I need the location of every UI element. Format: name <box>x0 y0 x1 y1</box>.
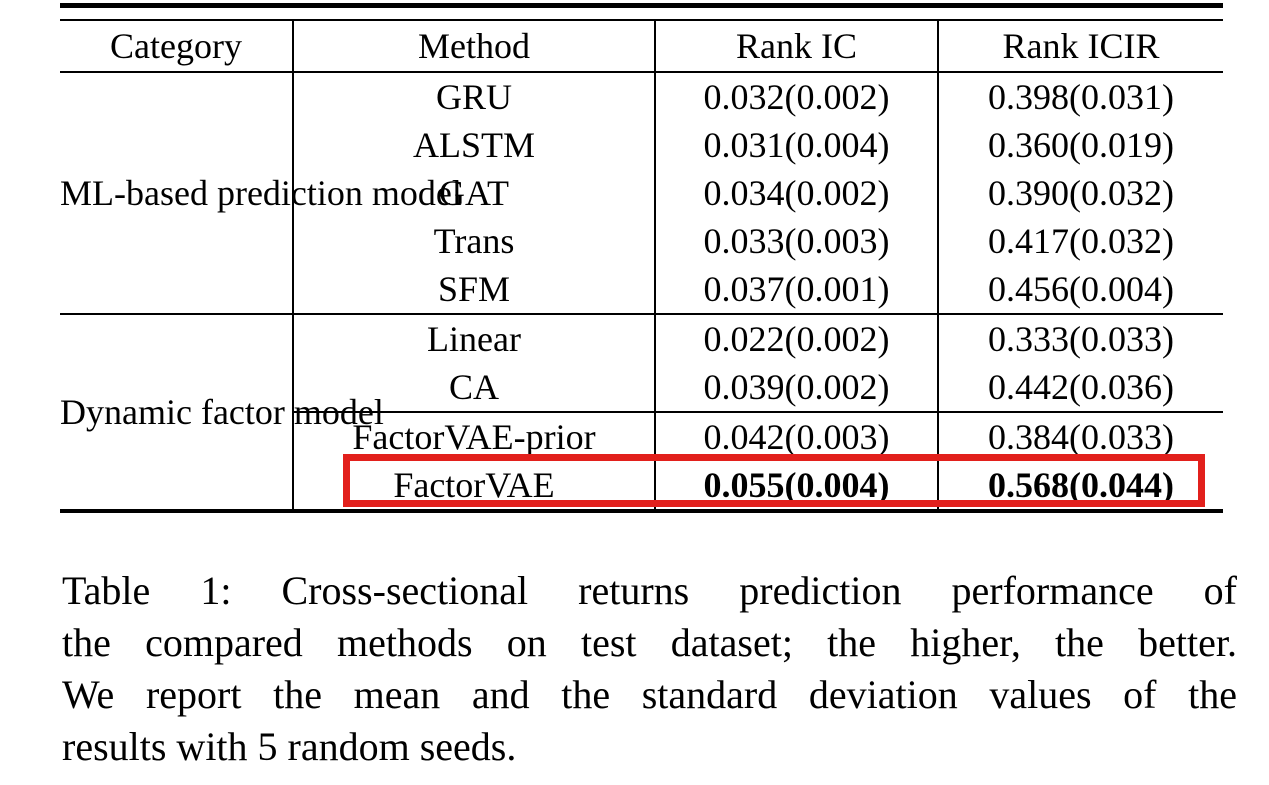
method-cell: FactorVAE <box>292 461 655 511</box>
rank-icir-cell: 0.398(0.031) <box>937 72 1223 121</box>
method-cell: CA <box>292 363 655 413</box>
rank-ic-cell: 0.022(0.002) <box>654 313 938 363</box>
header-category: Category <box>60 20 293 73</box>
rank-icir-cell: 0.384(0.033) <box>937 412 1223 461</box>
method-cell: FactorVAE-prior <box>292 412 655 461</box>
rank-icir-cell: 0.456(0.004) <box>937 265 1223 314</box>
rank-icir-cell: 0.333(0.033) <box>937 313 1223 363</box>
method-cell: ALSTM <box>292 121 655 169</box>
caption-line: We report the mean and the standard devi… <box>62 672 1237 717</box>
table-row-alstm: ALSTM 0.031(0.004) 0.360(0.019) <box>60 121 1223 169</box>
header-row: Category Method Rank IC Rank ICIR <box>60 20 1223 73</box>
category-cell-dynamic: Dynamic factor model <box>60 313 384 511</box>
method-cell: Linear <box>292 313 655 363</box>
method-cell: GRU <box>292 72 655 121</box>
rank-ic-cell: 0.031(0.004) <box>654 121 938 169</box>
rank-icir-cell: 0.417(0.032) <box>937 217 1223 265</box>
table-row-ca: CA 0.039(0.002) 0.442(0.036) <box>60 363 1223 413</box>
rank-ic-cell: 0.032(0.002) <box>654 72 938 121</box>
header-rank-icir: Rank ICIR <box>937 20 1223 73</box>
table-caption: Table 1: Cross-sectional returns predict… <box>62 565 1237 773</box>
rank-ic-cell: 0.034(0.002) <box>654 169 938 217</box>
caption-line: the compared methods on test dataset; th… <box>62 620 1237 665</box>
rank-icir-cell: 0.568(0.044) <box>937 461 1223 511</box>
method-cell: SFM <box>292 265 655 314</box>
header-rank-ic: Rank IC <box>654 20 938 73</box>
method-cell: GAT <box>292 169 655 217</box>
table-row-factorvae-prior: FactorVAE-prior 0.042(0.003) 0.384(0.033… <box>60 412 1223 461</box>
method-cell: Trans <box>292 217 655 265</box>
header-method: Method <box>292 20 655 73</box>
results-table-wrapper: Category Method Rank IC Rank ICIR ML-bas… <box>60 3 1223 513</box>
rank-ic-cell: 0.037(0.001) <box>654 265 938 314</box>
rank-icir-cell: 0.390(0.032) <box>937 169 1223 217</box>
rank-icir-cell: 0.442(0.036) <box>937 363 1223 413</box>
rank-ic-cell: 0.042(0.003) <box>654 412 938 461</box>
table-row-sfm: SFM 0.037(0.001) 0.456(0.004) <box>60 265 1223 314</box>
caption-line: Table 1: Cross-sectional returns predict… <box>62 568 1237 613</box>
table-row-trans: Trans 0.033(0.003) 0.417(0.032) <box>60 217 1223 265</box>
caption-line: results with 5 random seeds. <box>62 724 517 769</box>
rank-icir-cell: 0.360(0.019) <box>937 121 1223 169</box>
results-table: Category Method Rank IC Rank ICIR ML-bas… <box>60 19 1223 513</box>
rank-ic-cell: 0.039(0.002) <box>654 363 938 413</box>
table-row-gru: ML-based prediction model GRU 0.032(0.00… <box>60 72 1223 213</box>
rank-ic-cell: 0.055(0.004) <box>654 461 938 511</box>
rank-ic-cell: 0.033(0.003) <box>654 217 938 265</box>
table-row-linear: Dynamic factor model Linear 0.022(0.002)… <box>60 313 1223 511</box>
table-row-gat: GAT 0.034(0.002) 0.390(0.032) <box>60 169 1223 217</box>
category-cell-ml: ML-based prediction model <box>60 172 462 213</box>
